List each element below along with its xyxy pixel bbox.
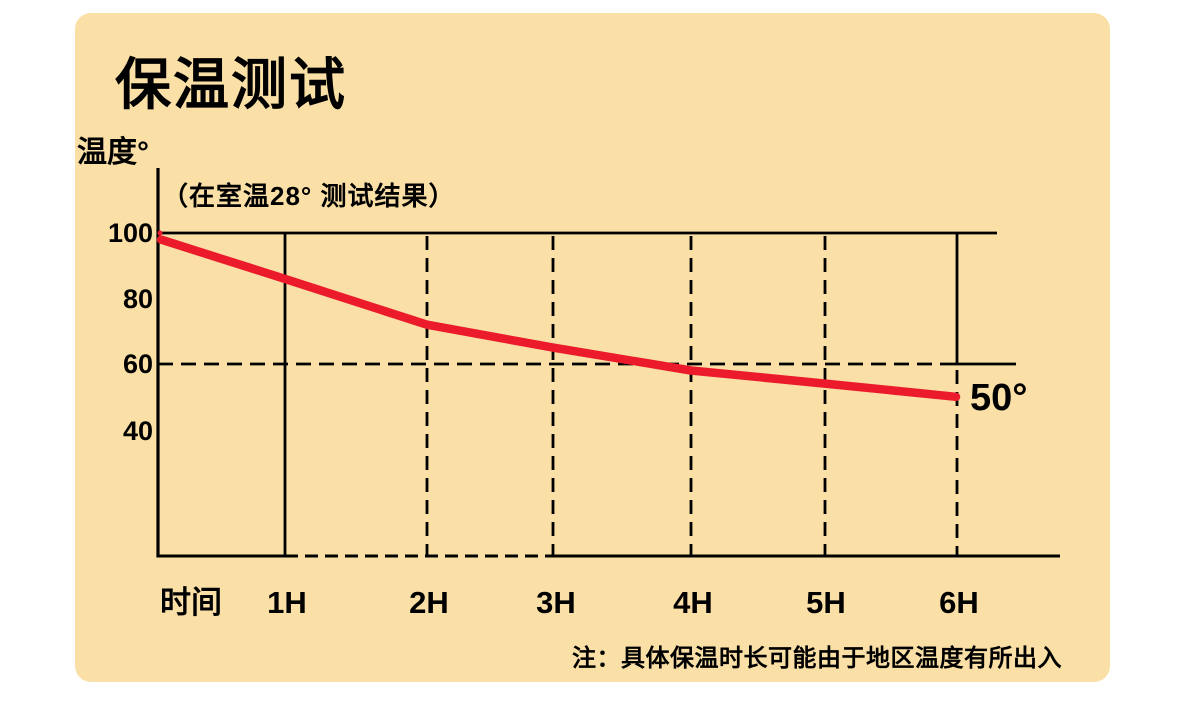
y-axis-unit-label: 温度°: [77, 136, 149, 169]
chart-subtitle: （在室温28° 测试结果）: [162, 181, 456, 211]
x-tick-3h: 3H: [536, 585, 576, 620]
chart-title: 保温测试: [115, 53, 347, 116]
x-tick-6h: 6H: [939, 585, 979, 620]
final-temperature-label: 50°: [970, 377, 1028, 419]
y-tick-40: 40: [122, 416, 153, 446]
y-tick-60: 60: [122, 349, 153, 379]
temperature-curve: [156, 235, 961, 402]
footnote: 注：具体保温时长可能由于地区温度有所出入: [572, 645, 1062, 672]
x-tick-2h: 2H: [409, 585, 449, 620]
y-tick-80: 80: [122, 284, 153, 314]
x-axis-title: 时间: [160, 585, 222, 620]
y-tick-100: 100: [107, 218, 153, 248]
x-tick-1h: 1H: [267, 585, 307, 620]
curve-start-dot: [157, 230, 163, 236]
chart-card: [75, 13, 1110, 682]
x-tick-5h: 5H: [806, 585, 846, 620]
x-tick-4h: 4H: [673, 585, 713, 620]
